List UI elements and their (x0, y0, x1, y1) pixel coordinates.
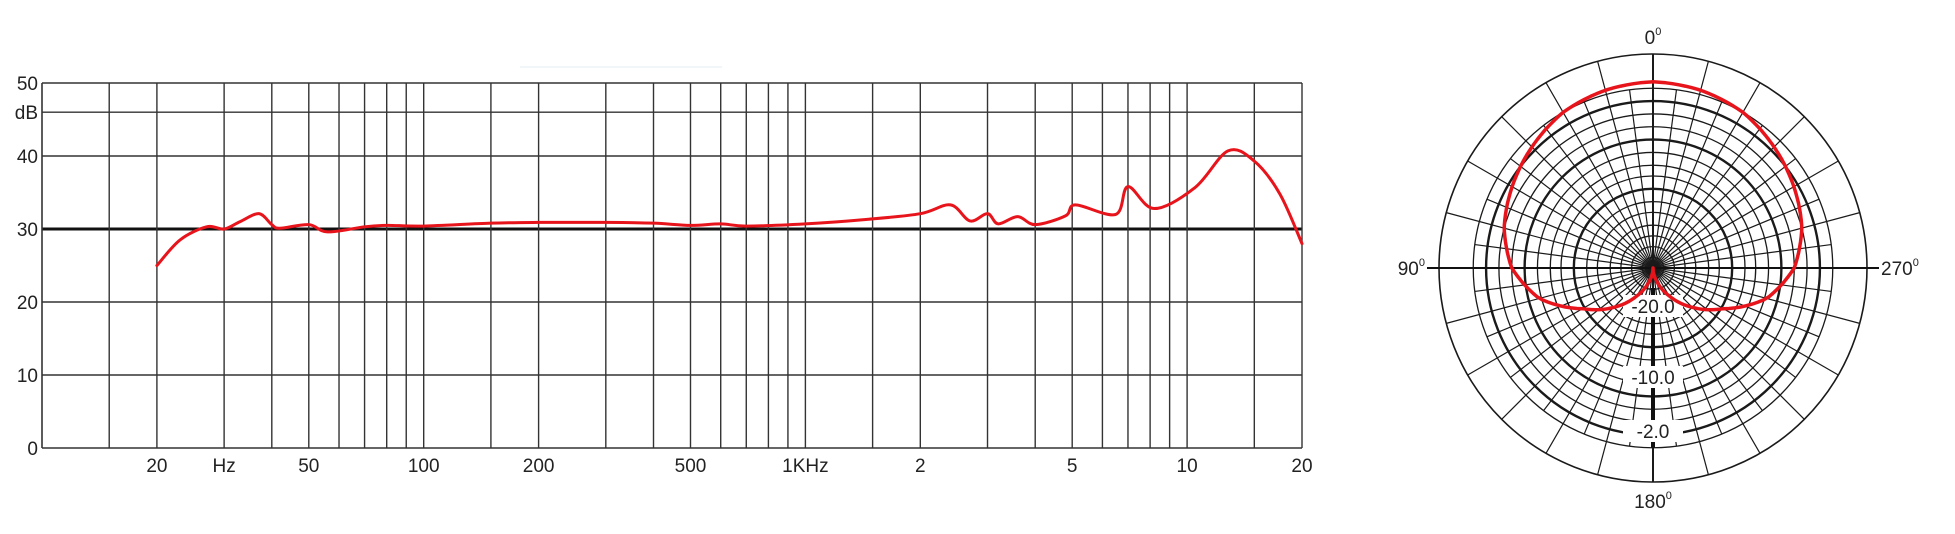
y-tick-label: 50 (17, 74, 38, 95)
polar-spoke (1486, 267, 1654, 338)
x-tick-label: 5 (1067, 456, 1078, 477)
polar-spoke (1652, 89, 1678, 269)
polar-spoke (1652, 116, 1805, 269)
x-tick-label: 200 (523, 456, 555, 477)
y-tick-label: 40 (17, 147, 38, 168)
polar-spoke (1583, 101, 1654, 269)
angle-label: 2700 (1881, 257, 1919, 280)
x-tick-label: 50 (298, 456, 319, 477)
radial-label: -10.0 (1631, 368, 1674, 389)
polar-spoke (1501, 116, 1654, 269)
radial-label-bg (1623, 366, 1683, 388)
y-tick-label: 0 (27, 439, 38, 460)
polar-spoke (1652, 267, 1763, 411)
y-tick-label: dB (15, 103, 38, 124)
polar-spoke (1467, 160, 1654, 269)
degree-mark: 0 (1655, 26, 1661, 38)
polar-spoke (1652, 267, 1820, 338)
polar-spoke (1446, 212, 1654, 269)
polar-spoke (1652, 243, 1832, 269)
polar-spoke (1597, 61, 1654, 269)
polar-spoke (1652, 212, 1860, 269)
polar-spoke (1628, 89, 1654, 269)
polar-spoke (1446, 267, 1654, 324)
angle-label: 00 (1645, 26, 1662, 49)
angle-value: 0 (1645, 28, 1656, 49)
polar-spoke (1543, 125, 1654, 269)
angle-value: 180 (1634, 492, 1666, 513)
angle-label: 1800 (1634, 490, 1672, 513)
polar-spoke (1510, 158, 1654, 269)
radial-labels: -20.0 -10.0 -2.0 (1623, 295, 1683, 443)
polar-spoke (1652, 160, 1839, 269)
polar-spoke (1652, 267, 1832, 293)
response-curve (155, 148, 1304, 267)
polar-spoke (1474, 243, 1654, 269)
degree-mark: 0 (1419, 257, 1425, 269)
radial-label-bg (1623, 295, 1683, 317)
y-tick-label: 20 (17, 293, 38, 314)
x-tick-label: 10 (1177, 456, 1198, 477)
polar-spoke (1652, 158, 1796, 269)
x-tick-label: 20 (146, 456, 167, 477)
x-tick-label: 2 (915, 456, 926, 477)
polar-spoke (1652, 267, 1805, 420)
x-tick-label: 20 (1291, 456, 1312, 477)
polar-spoke (1652, 267, 1839, 376)
x-tick-label: 500 (675, 456, 707, 477)
polar-spoke (1501, 267, 1654, 420)
radial-label: -20.0 (1631, 297, 1674, 318)
polar-spoke (1652, 267, 1796, 378)
x-tick-label: 100 (408, 456, 440, 477)
radial-label-bg (1623, 420, 1683, 442)
x-tick-label: Hz (212, 456, 235, 477)
polar-spoke (1467, 267, 1654, 376)
polar-spoke (1510, 267, 1654, 378)
angle-value: 90 (1398, 259, 1419, 280)
degree-mark: 0 (1913, 257, 1919, 269)
polar-spoke (1652, 267, 1860, 324)
grid (41, 82, 1303, 449)
polar-spoke (1486, 198, 1654, 269)
polar-pattern-curve (1502, 80, 1804, 312)
angle-value: 270 (1881, 259, 1913, 280)
radial-label: -2.0 (1637, 422, 1670, 443)
polar-spoke (1652, 198, 1820, 269)
y-tick-labels: 50 dB 40 30 20 10 0 (15, 74, 38, 460)
y-tick-label: 10 (17, 366, 38, 387)
polar-spoke (1474, 267, 1654, 293)
degree-mark: 0 (1666, 490, 1672, 502)
polar-spoke (1543, 267, 1654, 411)
polar-spoke (1652, 101, 1723, 269)
angle-label: 900 (1398, 257, 1425, 280)
polar-spoke (1652, 61, 1709, 269)
x-tick-label: 1KHz (782, 456, 828, 477)
y-tick-label: 30 (17, 220, 38, 241)
polar-spoke (1652, 125, 1763, 269)
x-tick-labels: 20 Hz 50 100 200 500 1KHz 2 5 10 20 (146, 456, 1312, 477)
